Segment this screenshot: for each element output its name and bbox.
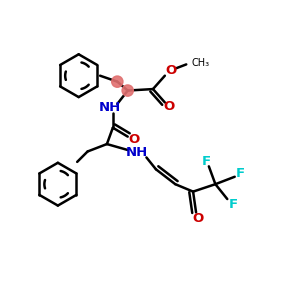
Text: F: F (202, 155, 211, 168)
Text: O: O (128, 133, 139, 146)
Text: F: F (229, 198, 238, 211)
Text: O: O (165, 64, 176, 77)
Text: O: O (164, 100, 175, 113)
Text: CH₃: CH₃ (191, 58, 209, 68)
Circle shape (112, 76, 123, 87)
Text: O: O (192, 212, 203, 226)
Text: NH: NH (125, 146, 148, 160)
Text: F: F (236, 167, 245, 180)
Text: NH: NH (99, 101, 121, 114)
Circle shape (122, 85, 134, 96)
